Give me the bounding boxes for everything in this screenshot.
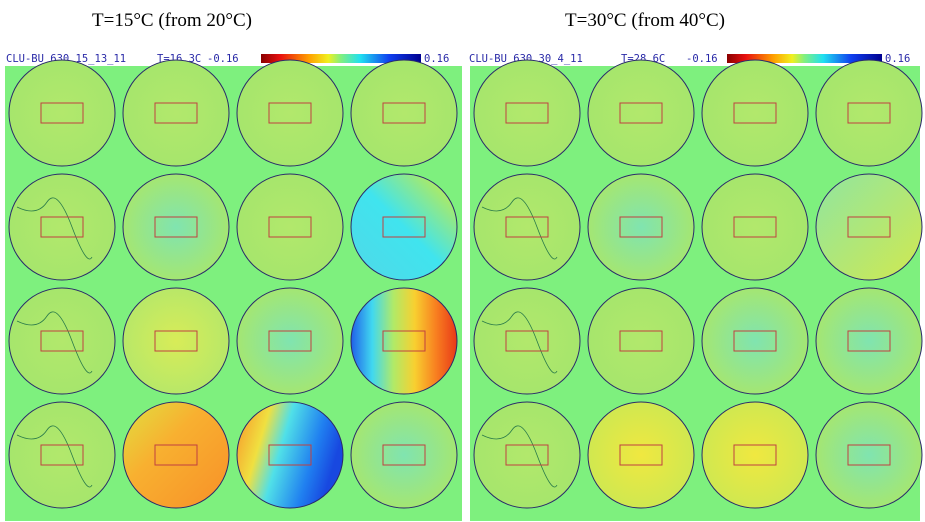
- map-disc: [701, 59, 809, 167]
- region-box: [619, 444, 663, 466]
- region-box: [847, 444, 891, 466]
- region-box: [154, 444, 198, 466]
- map-disc: [122, 173, 230, 281]
- map-disc: [350, 401, 458, 509]
- colorbar-max: 0.16: [885, 53, 910, 65]
- region-box: [154, 102, 198, 124]
- region-box: [382, 444, 426, 466]
- region-box: [154, 330, 198, 352]
- map-disc: [701, 173, 809, 281]
- map-disc: [587, 173, 695, 281]
- panel-title: T=15°C (from 20°C): [92, 10, 252, 31]
- region-box: [268, 444, 312, 466]
- region-box: [733, 330, 777, 352]
- map-disc: [473, 287, 581, 395]
- region-box: [619, 216, 663, 238]
- map-disc: [587, 401, 695, 509]
- map-disc: [236, 287, 344, 395]
- region-box: [847, 330, 891, 352]
- map-disc: [815, 401, 923, 509]
- map-disc: [122, 401, 230, 509]
- colorbar-min: -0.16: [207, 53, 239, 65]
- map-disc: [350, 287, 458, 395]
- panel-title: T=30°C (from 40°C): [565, 10, 725, 31]
- map-disc: [8, 173, 116, 281]
- map-disc: [701, 401, 809, 509]
- region-box: [268, 330, 312, 352]
- region-box: [505, 102, 549, 124]
- contour: [481, 197, 558, 260]
- region-box: [382, 216, 426, 238]
- contour: [16, 197, 93, 260]
- map-disc: [815, 59, 923, 167]
- region-box: [733, 102, 777, 124]
- colorbar-max: 0.16: [424, 53, 449, 65]
- region-box: [505, 444, 549, 466]
- colorbar-min: -0.16: [686, 53, 718, 65]
- region-box: [733, 444, 777, 466]
- region-box: [733, 216, 777, 238]
- contour: [481, 425, 558, 488]
- maps: [8, 59, 923, 509]
- map-disc: [350, 173, 458, 281]
- map-disc: [701, 287, 809, 395]
- region-box: [40, 444, 84, 466]
- contour: [481, 311, 558, 374]
- region-box: [847, 216, 891, 238]
- map-disc: [8, 59, 116, 167]
- region-box: [619, 330, 663, 352]
- map-disc: [236, 401, 344, 509]
- region-box: [619, 102, 663, 124]
- map-disc: [122, 59, 230, 167]
- map-disc: [122, 287, 230, 395]
- map-disc: [8, 401, 116, 509]
- region-box: [154, 216, 198, 238]
- region-box: [505, 330, 549, 352]
- run-id: CLU-BU_630_15_13_11: [6, 53, 126, 65]
- region-box: [268, 102, 312, 124]
- map-disc: [815, 173, 923, 281]
- region-box: [382, 102, 426, 124]
- region-box: [40, 102, 84, 124]
- map-disc: [350, 59, 458, 167]
- colorbar: [261, 54, 421, 63]
- contour: [16, 311, 93, 374]
- contour: [16, 425, 93, 488]
- map-disc: [8, 287, 116, 395]
- region-box: [505, 216, 549, 238]
- map-disc: [587, 287, 695, 395]
- region-box: [847, 102, 891, 124]
- run-id: CLU-BU_630_30_4_11: [469, 53, 583, 65]
- map-disc: [473, 173, 581, 281]
- colorbar: [727, 54, 882, 63]
- map-disc: [587, 59, 695, 167]
- map-disc: [236, 59, 344, 167]
- map-disc: [815, 287, 923, 395]
- map-disc: [473, 401, 581, 509]
- region-box: [40, 216, 84, 238]
- map-disc: [473, 59, 581, 167]
- region-box: [268, 216, 312, 238]
- region-box: [382, 330, 426, 352]
- map-disc: [236, 173, 344, 281]
- region-box: [40, 330, 84, 352]
